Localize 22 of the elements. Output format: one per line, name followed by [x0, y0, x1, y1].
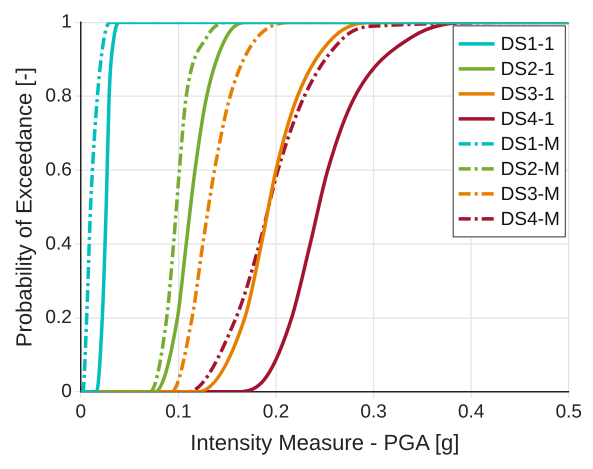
x-tick-label: 0.3	[360, 401, 387, 422]
x-tick-label: 0.2	[262, 401, 290, 422]
legend-label: DS2-1	[500, 59, 555, 80]
x-tick-label: 0.5	[556, 401, 582, 422]
legend-label: DS2-M	[500, 159, 560, 180]
y-tick-label: 0.6	[45, 159, 72, 180]
x-tick-label: 0.4	[458, 401, 485, 422]
y-tick-label: 1	[61, 12, 72, 33]
y-axis-title: Probability of Exceedance [-]	[11, 67, 36, 348]
x-tick-label: 0.1	[165, 401, 192, 422]
legend-label: DS4-M	[500, 209, 560, 230]
legend-label: DS1-1	[500, 34, 555, 56]
y-tick-label: 0	[61, 381, 72, 402]
legend-label: DS1-M	[500, 134, 560, 156]
y-tick-label: 0.4	[45, 233, 72, 254]
x-tick-label: 0	[76, 401, 86, 422]
x-axis-title: Intensity Measure - PGA [g]	[190, 430, 460, 455]
legend-label: DS3-1	[500, 84, 555, 106]
y-tick-label: 0.8	[45, 86, 72, 107]
legend-label: DS3-M	[500, 184, 560, 206]
y-tick-label: 0.2	[45, 307, 72, 328]
legend-label: DS4-1	[500, 109, 555, 130]
